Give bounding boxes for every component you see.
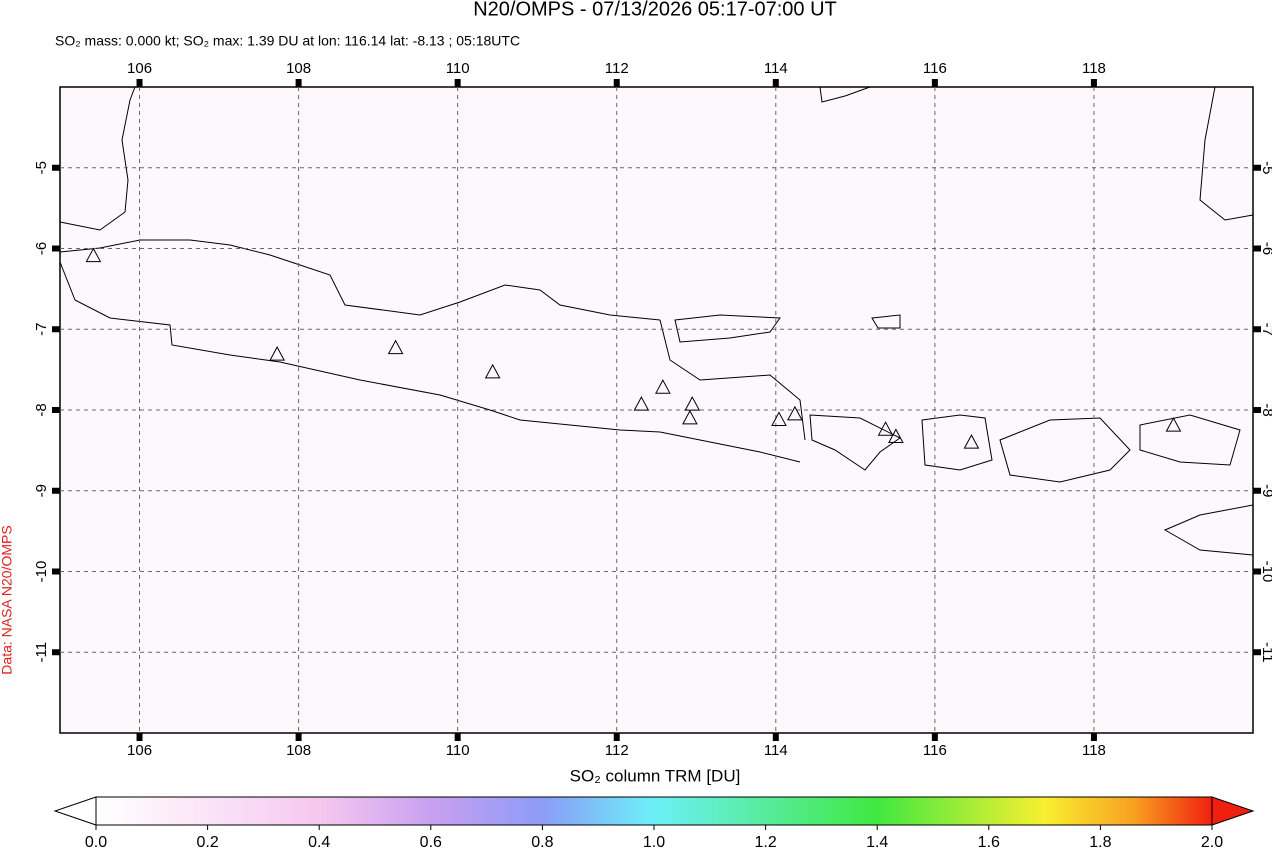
- x-tick-label: 108: [286, 742, 311, 759]
- coastline: [819, 86, 871, 103]
- y-tick-label: -5: [1259, 161, 1272, 174]
- volcano: [655, 379, 671, 394]
- y-tick-label: -11: [1259, 642, 1272, 663]
- volcano: [633, 396, 650, 411]
- y-tick-label: -7: [33, 323, 50, 336]
- y-tick-label: -8: [1259, 403, 1272, 416]
- coastline: [1139, 414, 1241, 466]
- x-tick-label: 108: [286, 60, 311, 77]
- x-tick-label: 118: [1082, 60, 1106, 77]
- y-tick-label: -11: [33, 642, 50, 663]
- x-tick-label: 118: [1082, 742, 1106, 759]
- colorbar-tick-label: 2.0: [1201, 834, 1223, 851]
- x-tick-label: 116: [923, 60, 947, 77]
- coastline: [59, 86, 136, 231]
- volcano: [85, 247, 102, 263]
- volcano: [1165, 417, 1182, 432]
- volcano: [269, 346, 285, 361]
- coastline: [59, 239, 661, 321]
- colorbar: [95, 796, 1213, 826]
- colorbar-label: SO₂ column TRM [DU]: [570, 766, 741, 785]
- volcano: [963, 434, 980, 449]
- x-tick-label: 110: [446, 60, 470, 77]
- x-tick-label: 112: [605, 60, 629, 77]
- x-tick-label: 110: [446, 742, 470, 759]
- colorbar-tick-label: 0.4: [308, 834, 330, 851]
- x-tick-label: 114: [764, 742, 788, 759]
- colorbar-tick-label: 1.2: [754, 834, 776, 851]
- colorbar-tick-label: 1.0: [643, 834, 665, 851]
- coastline: [1199, 86, 1254, 221]
- volcano: [888, 428, 904, 443]
- y-tick-label: -9: [1259, 484, 1272, 497]
- colorbar-tick-label: 1.4: [866, 834, 888, 851]
- colorbar-tick-label: 0.0: [85, 834, 107, 851]
- y-tick-label: -9: [33, 484, 50, 497]
- y-tick-label: -10: [1259, 561, 1272, 583]
- colorbar-tick-label: 0.6: [420, 834, 442, 851]
- title: N20/OMPS - 07/13/2026 05:17-07:00 UT: [473, 0, 837, 20]
- colorbar-under: [53, 796, 97, 826]
- x-tick-label: 106: [127, 742, 152, 759]
- y-tick-label: -8: [33, 403, 50, 416]
- subtitle: SO₂ mass: 0.000 kt; SO₂ max: 1.39 DU at …: [55, 33, 520, 49]
- coastline: [809, 414, 901, 471]
- colorbar-tick-label: 0.2: [196, 834, 218, 851]
- credit: Data: NASA N20/OMPS: [0, 525, 15, 674]
- coastline: [999, 417, 1131, 483]
- x-tick-label: 112: [605, 742, 629, 759]
- colorbar-tick-label: 1.8: [1089, 834, 1111, 851]
- volcano: [484, 363, 501, 379]
- y-tick-label: -6: [33, 242, 50, 255]
- coastline: [674, 314, 781, 343]
- y-tick-label: -6: [1259, 242, 1272, 255]
- volcano: [787, 405, 803, 421]
- y-tick-label: -10: [33, 561, 50, 583]
- coastline: [659, 319, 806, 441]
- coastline: [921, 414, 993, 471]
- volcano: [877, 421, 894, 436]
- x-tick-label: 106: [127, 60, 152, 77]
- colorbar-tick-label: 1.6: [978, 834, 1000, 851]
- x-tick-label: 114: [764, 60, 788, 77]
- coastline: [871, 314, 901, 329]
- colorbar-over: [1211, 796, 1255, 826]
- x-tick-label: 116: [923, 742, 947, 759]
- y-tick-label: -5: [33, 161, 50, 174]
- y-tick-label: -7: [1259, 323, 1272, 336]
- volcano: [684, 396, 701, 411]
- volcano: [771, 411, 787, 426]
- coastline: [1163, 504, 1254, 556]
- colorbar-tick-label: 0.8: [531, 834, 553, 851]
- volcano: [682, 409, 698, 425]
- volcano: [387, 339, 404, 355]
